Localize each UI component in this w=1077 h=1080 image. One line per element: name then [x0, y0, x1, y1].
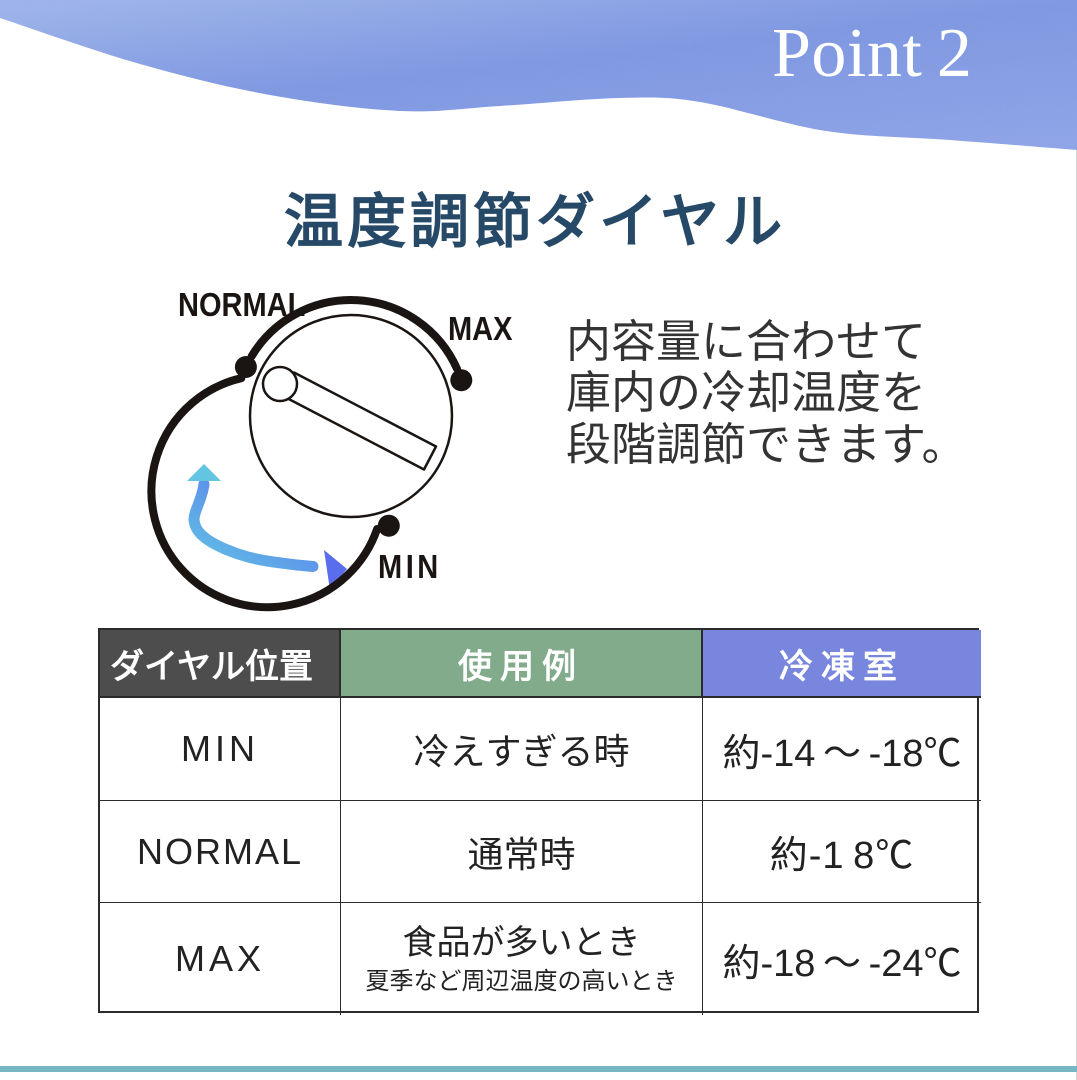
svg-text:NORMAL: NORMAL [178, 286, 305, 323]
svg-text:MAX: MAX [448, 310, 513, 347]
svg-text:MIN: MIN [378, 548, 442, 585]
